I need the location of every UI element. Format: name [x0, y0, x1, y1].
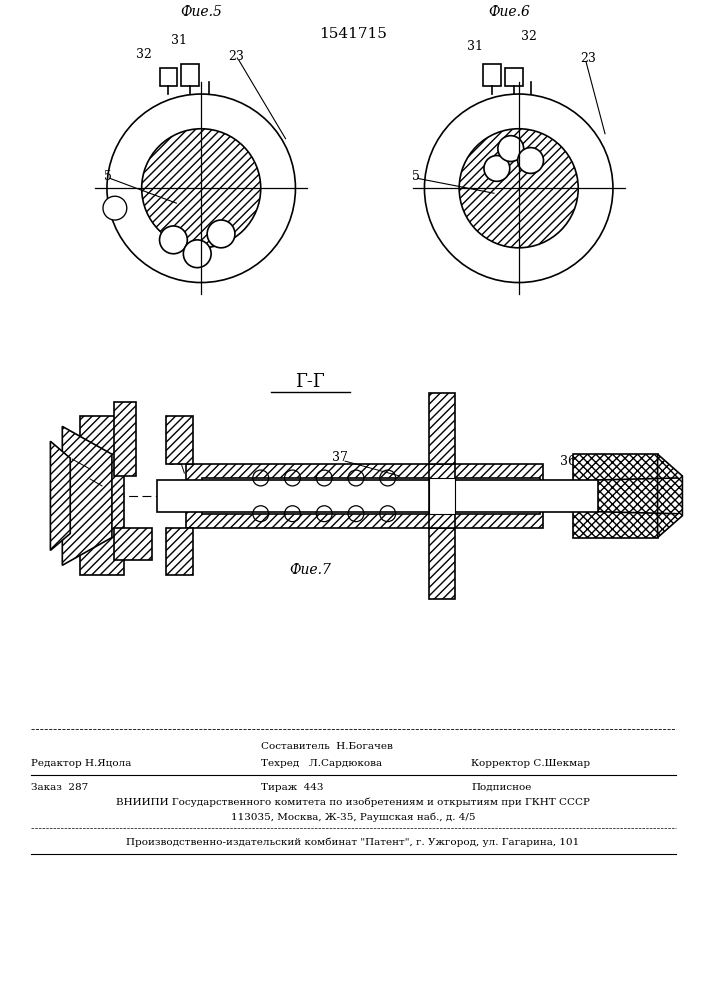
Text: 32: 32	[136, 48, 151, 61]
Bar	[187, 464, 544, 528]
Bar	[429, 528, 455, 599]
Bar	[505, 68, 522, 86]
Bar	[483, 64, 501, 86]
Text: 30: 30	[168, 455, 185, 468]
Bar	[429, 464, 455, 528]
Text: Составитель  Н.Богачев: Составитель Н.Богачев	[261, 742, 392, 751]
Text: 5: 5	[104, 170, 112, 183]
Text: Заказ  287: Заказ 287	[30, 783, 88, 792]
Text: 38: 38	[57, 450, 72, 463]
Polygon shape	[166, 528, 193, 575]
Bar	[573, 454, 658, 538]
Text: Техред   Л.Сардюкова: Техред Л.Сардюкова	[261, 759, 382, 768]
Text: 5: 5	[411, 170, 419, 183]
Bar	[160, 68, 177, 86]
Bar	[182, 64, 199, 86]
Polygon shape	[658, 454, 682, 538]
Text: 1541715: 1541715	[319, 27, 387, 41]
Polygon shape	[50, 441, 70, 550]
Circle shape	[518, 148, 544, 173]
Circle shape	[141, 129, 261, 248]
Text: Фие.5: Фие.5	[180, 5, 222, 19]
Polygon shape	[114, 528, 151, 560]
Text: 31: 31	[467, 40, 483, 53]
Text: 31: 31	[171, 34, 187, 47]
Polygon shape	[62, 426, 112, 565]
Text: 113035, Москва, Ж-35, Раушская наб., д. 4/5: 113035, Москва, Ж-35, Раушская наб., д. …	[230, 813, 475, 822]
Text: 23: 23	[228, 50, 244, 63]
Text: Корректор С.Шекмар: Корректор С.Шекмар	[471, 759, 590, 768]
Bar	[429, 478, 455, 514]
Bar	[156, 480, 598, 512]
Circle shape	[141, 129, 261, 248]
Text: 36: 36	[561, 455, 576, 468]
Bar	[80, 416, 124, 575]
Text: Фие.7: Фие.7	[289, 563, 332, 577]
Text: ВНИИПИ Государственного комитета по изобретениям и открытиям при ГКНТ СССР: ВНИИПИ Государственного комитета по изоб…	[116, 798, 590, 807]
Polygon shape	[114, 402, 136, 476]
Text: 37: 37	[332, 451, 348, 464]
Circle shape	[207, 220, 235, 248]
Circle shape	[107, 94, 296, 283]
Circle shape	[160, 226, 187, 254]
Text: Тираж  443: Тираж 443	[261, 783, 323, 792]
Circle shape	[424, 94, 613, 283]
Text: Редактор Н.Яцола: Редактор Н.Яцола	[30, 759, 131, 768]
Text: Фие.6: Фие.6	[488, 5, 530, 19]
Text: 32: 32	[520, 30, 537, 43]
Bar	[429, 393, 455, 464]
Polygon shape	[166, 416, 193, 464]
Circle shape	[484, 156, 510, 181]
Text: 21: 21	[76, 470, 92, 483]
Text: Подписное: Подписное	[471, 783, 532, 792]
Circle shape	[103, 196, 127, 220]
Circle shape	[183, 240, 211, 268]
Text: 23: 23	[580, 52, 596, 65]
Text: Г-Г: Г-Г	[296, 373, 325, 391]
Text: Производственно-издательский комбинат "Патент", г. Ужгород, ул. Гагарина, 101: Производственно-издательский комбинат "П…	[127, 837, 580, 847]
Circle shape	[498, 136, 524, 161]
Bar	[202, 478, 539, 514]
Circle shape	[459, 129, 578, 248]
